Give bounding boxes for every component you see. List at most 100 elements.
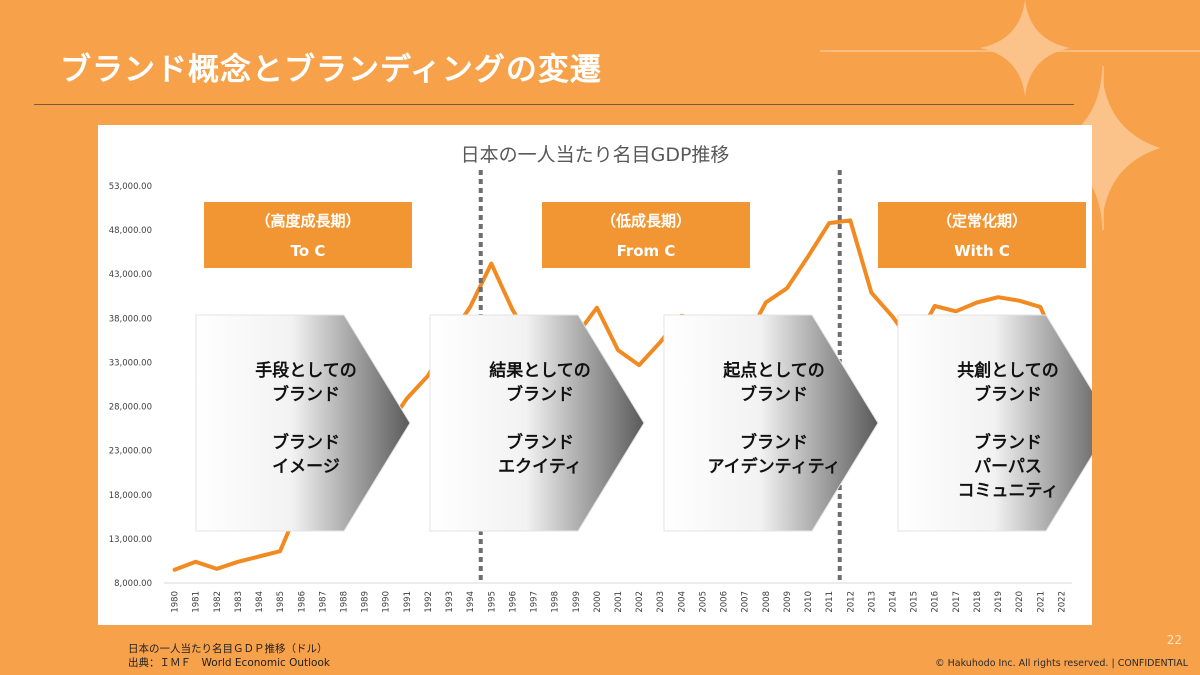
x-tick-label: 2021 <box>1036 591 1046 613</box>
phase-box-bg <box>204 202 412 268</box>
x-tick-label: 2004 <box>677 591 687 613</box>
arrow-text-line: イメージ <box>272 457 340 477</box>
x-tick-label: 2014 <box>889 591 899 613</box>
phase-target-label: To C <box>291 242 326 260</box>
phase-box-bg <box>878 202 1086 268</box>
x-tick-label: 2002 <box>635 591 645 613</box>
arrow-text-line: コミュニティ <box>958 481 1059 501</box>
footnote-title: 日本の一人当たり名目ＧＤＰ推移（ドル） <box>128 643 328 655</box>
x-tick-label: 2001 <box>614 591 624 613</box>
x-tick-label: 2020 <box>1015 591 1025 613</box>
x-tick-label: 2007 <box>741 591 751 613</box>
x-tick-label: 1984 <box>255 591 265 613</box>
x-tick-label: 2012 <box>846 591 856 613</box>
x-tick-label: 1999 <box>572 591 582 613</box>
arrow-text-line: ブランド <box>974 384 1042 405</box>
x-tick-label: 1981 <box>192 591 202 613</box>
phase-label-box: （高度成長期） To C <box>204 202 412 268</box>
phase-target-label: With C <box>954 242 1010 260</box>
x-tick-label: 1993 <box>445 591 455 613</box>
x-tick-label: 2013 <box>867 591 877 613</box>
footnote-source: 出典：ＩＭＦ World Economic Outlook <box>128 657 330 669</box>
x-tick-label: 1991 <box>403 591 413 613</box>
x-tick-label: 2016 <box>931 591 941 613</box>
gdp-line-chart: 日本の一人当たり名目GDP推移 8,000.00 13,000.00 18,000.0… <box>109 144 1092 613</box>
arrow-text-line: ブランド <box>272 432 340 453</box>
x-tick-label: 2017 <box>952 591 962 613</box>
x-tick-label: 2022 <box>1057 591 1067 613</box>
y-tick-label: 53,000.00 <box>109 182 152 192</box>
x-tick-label: 1987 <box>318 591 328 613</box>
arrow-text-line: ブランド <box>506 384 574 405</box>
y-tick-label: 33,000.00 <box>109 358 152 368</box>
y-tick-label: 28,000.00 <box>109 403 152 413</box>
arrow-shape <box>195 314 411 532</box>
x-tick-label: 1983 <box>234 591 244 613</box>
x-tick-label: 2009 <box>783 591 793 613</box>
x-tick-label: 1994 <box>466 591 476 613</box>
x-tick-label: 2000 <box>593 591 603 613</box>
x-tick-label: 1980 <box>171 591 181 613</box>
arrow-shape <box>897 314 1092 532</box>
x-tick-label: 1992 <box>424 591 434 613</box>
arrow-text-line: ブランド <box>506 432 574 453</box>
x-tick-label: 1996 <box>508 591 518 613</box>
arrow-text-line: 結果としての <box>489 360 591 381</box>
phase-target-label: From C <box>617 242 676 260</box>
y-tick-label: 8,000.00 <box>114 579 152 589</box>
x-tick-label: 1989 <box>361 591 371 613</box>
phase-box-bg <box>542 202 750 268</box>
x-tick-label: 1985 <box>276 591 286 613</box>
x-tick-label: 2008 <box>762 591 772 613</box>
arrow-shape <box>663 314 879 532</box>
x-tick-label: 1986 <box>297 591 307 613</box>
y-tick-label: 38,000.00 <box>109 314 152 324</box>
x-tick-label: 2019 <box>994 591 1004 613</box>
title-divider <box>34 104 1074 105</box>
copyright: © Hakuhodo Inc. All rights reserved. | C… <box>935 658 1188 669</box>
sparkle-decoration <box>820 0 1200 230</box>
y-tick-label: 48,000.00 <box>109 226 152 236</box>
chart-panel: 日本の一人当たり名目GDP推移 8,000.00 13,000.00 18,000.0… <box>98 125 1092 625</box>
y-tick-label: 18,000.00 <box>109 491 152 501</box>
x-tick-label: 2006 <box>720 591 730 613</box>
arrow-shape <box>429 314 645 532</box>
arrow-text-line: 共創としての <box>957 360 1059 381</box>
slide-title: ブランド概念とブランディングの変遷 <box>60 52 602 88</box>
footnote: 日本の一人当たり名目ＧＤＰ推移（ドル） 出典：ＩＭＦ World Economi… <box>128 642 330 670</box>
x-tick-label: 2010 <box>804 591 814 613</box>
phase-label-box: （定常化期） With C <box>878 202 1086 268</box>
arrow-text-line: ブランド <box>272 384 340 405</box>
x-tick-label: 1997 <box>530 591 540 613</box>
arrow-text-line: アイデンティティ <box>707 456 840 477</box>
phase-label-box: （低成長期） From C <box>542 202 750 268</box>
x-tick-label: 2015 <box>910 591 920 613</box>
arrow-text-line: ブランド <box>740 432 808 453</box>
phase-period-label: （定常化期） <box>937 212 1027 230</box>
y-tick-label: 13,000.00 <box>109 535 152 545</box>
chart-title: 日本の一人当たり名目GDP推移 <box>461 144 730 166</box>
x-tick-label: 2005 <box>698 591 708 613</box>
x-tick-label: 2011 <box>825 591 835 613</box>
arrow-text-line: エクイティ <box>498 457 582 477</box>
arrow-text-line: 起点としての <box>722 360 825 381</box>
arrow-text-line: ブランド <box>974 432 1042 453</box>
x-tick-label: 1998 <box>551 591 561 613</box>
arrow-text-line: パーパス <box>974 457 1042 477</box>
x-tick-label: 2003 <box>656 591 666 613</box>
x-tick-label: 1988 <box>339 591 349 613</box>
y-tick-label: 43,000.00 <box>109 270 152 280</box>
y-tick-label: 23,000.00 <box>109 447 152 457</box>
arrow-text-line: ブランド <box>740 384 808 405</box>
phase-period-label: （低成長期） <box>601 212 691 230</box>
arrow-text-line: 手段としての <box>255 360 357 381</box>
phase-period-label: （高度成長期） <box>255 212 360 230</box>
x-tick-label: 1995 <box>487 591 497 613</box>
page-number: 22 <box>1166 633 1182 647</box>
x-tick-label: 2018 <box>973 591 983 613</box>
x-tick-label: 1982 <box>213 591 223 613</box>
